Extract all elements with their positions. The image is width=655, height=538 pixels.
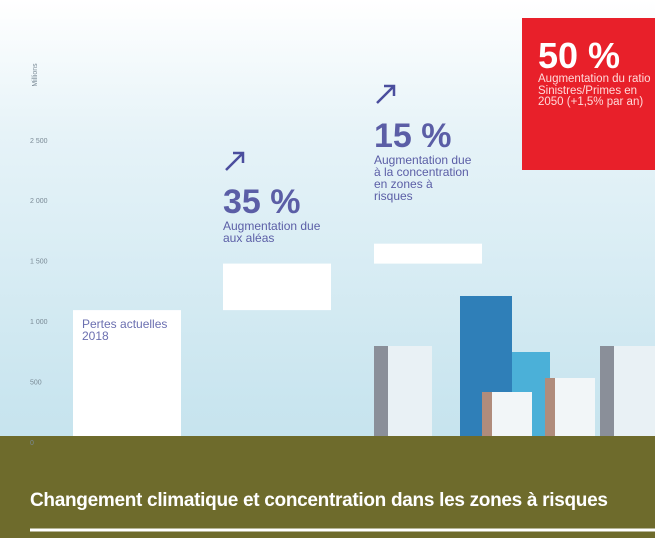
y-tick-label: 2 000	[30, 198, 48, 205]
buildings	[374, 296, 655, 436]
y-axis-label: Millions	[32, 63, 39, 87]
y-tick-label: 500	[30, 379, 42, 386]
highlight-label: 50 %	[538, 38, 655, 74]
y-tick-label: 1 500	[30, 259, 48, 266]
bar-label: Augmentation due à la concentration en z…	[374, 154, 474, 202]
increase-block: 35 % Augmentation due aux aléas	[223, 184, 333, 244]
arrow-icon	[226, 153, 243, 170]
infographic: Millions 0 500 1 000 1 500 2 000 2 500 Pertes…	[0, 0, 655, 538]
y-tick-label: 1 000	[30, 319, 48, 326]
highlight-text: Augmentation du ratio Sinistres/Primes e…	[538, 74, 655, 109]
highlight-box: 50 % Augmentation du ratio Sinistres/Pri…	[522, 18, 655, 170]
increase-block: 15 % Augmentation due à la concentration…	[374, 118, 474, 202]
y-tick-label: 0	[30, 440, 34, 447]
y-tick-label: 2 500	[30, 138, 48, 145]
ground	[0, 436, 655, 538]
title: Changement climatique et concentration d…	[30, 490, 608, 512]
bar	[374, 244, 482, 264]
increase-label: 15 %	[374, 118, 474, 154]
bar	[223, 264, 331, 311]
increase-label: 35 %	[223, 184, 333, 220]
bar-label: Augmentation due aux aléas	[223, 220, 333, 244]
bar-label: Pertes actuelles 2018	[82, 318, 172, 342]
arrow-icon	[377, 86, 394, 103]
